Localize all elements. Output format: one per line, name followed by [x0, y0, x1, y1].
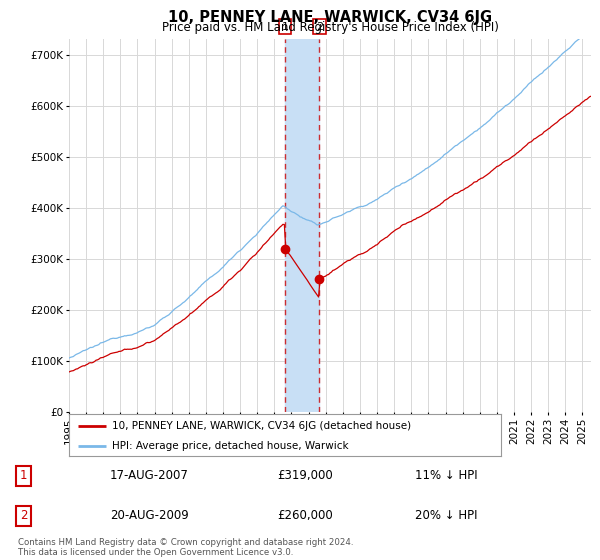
Text: 2: 2 [20, 510, 27, 522]
Text: £260,000: £260,000 [277, 510, 333, 522]
Text: 20% ↓ HPI: 20% ↓ HPI [415, 510, 478, 522]
Text: 1: 1 [281, 21, 289, 31]
Text: 2: 2 [316, 21, 323, 31]
Text: Price paid vs. HM Land Registry's House Price Index (HPI): Price paid vs. HM Land Registry's House … [161, 21, 499, 35]
Text: £319,000: £319,000 [277, 469, 333, 482]
Text: 20-AUG-2009: 20-AUG-2009 [110, 510, 188, 522]
Text: 10, PENNEY LANE, WARWICK, CV34 6JG (detached house): 10, PENNEY LANE, WARWICK, CV34 6JG (deta… [112, 421, 412, 431]
Text: 11% ↓ HPI: 11% ↓ HPI [415, 469, 478, 482]
Text: 1: 1 [20, 469, 27, 482]
Text: HPI: Average price, detached house, Warwick: HPI: Average price, detached house, Warw… [112, 441, 349, 451]
Text: 17-AUG-2007: 17-AUG-2007 [110, 469, 189, 482]
Text: Contains HM Land Registry data © Crown copyright and database right 2024.
This d: Contains HM Land Registry data © Crown c… [18, 538, 353, 557]
Text: 10, PENNEY LANE, WARWICK, CV34 6JG: 10, PENNEY LANE, WARWICK, CV34 6JG [168, 11, 492, 25]
Bar [285, 39, 319, 412]
